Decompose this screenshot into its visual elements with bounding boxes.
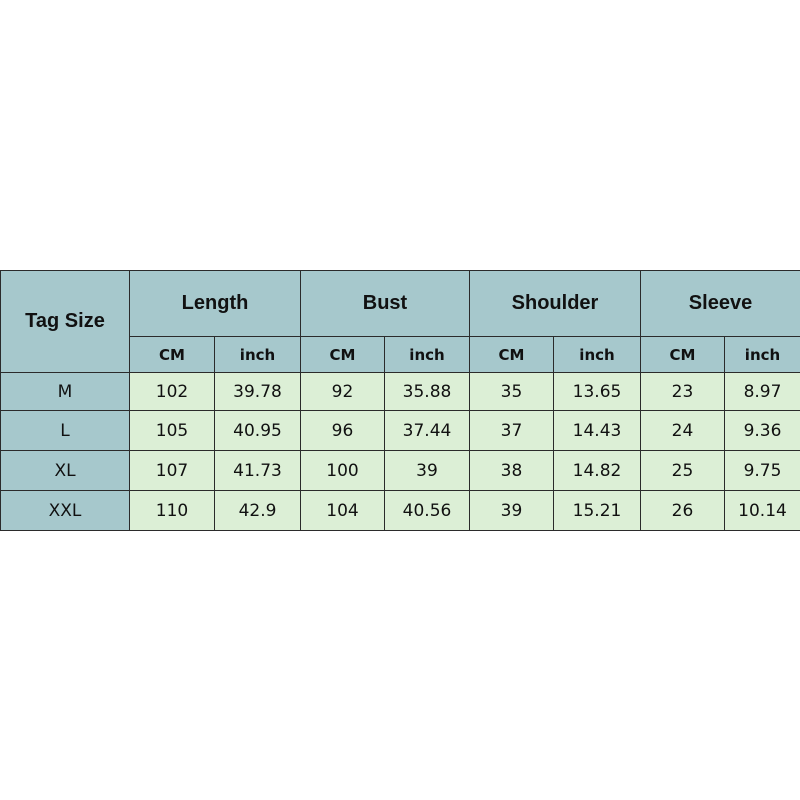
tag-size: XXL (0, 490, 130, 531)
measurement: 96 (300, 410, 385, 451)
unit-header: inch (553, 336, 641, 373)
measurement: 39 (469, 490, 554, 531)
measurement: 35.88 (384, 372, 470, 411)
unit-header: CM (640, 336, 725, 373)
measurement: 10.14 (724, 490, 800, 531)
measurement: 14.82 (553, 450, 641, 491)
tag-size: L (0, 410, 130, 451)
measurement: 39.78 (214, 372, 301, 411)
measurement: 104 (300, 490, 385, 531)
group-header: Sleeve (640, 270, 800, 337)
measurement: 102 (129, 372, 215, 411)
measurement: 40.56 (384, 490, 470, 531)
measurement: 110 (129, 490, 215, 531)
measurement: 9.75 (724, 450, 800, 491)
measurement: 25 (640, 450, 725, 491)
measurement: 100 (300, 450, 385, 491)
measurement: 42.9 (214, 490, 301, 531)
group-header: Bust (300, 270, 470, 337)
unit-header: inch (384, 336, 470, 373)
tag-size: M (0, 372, 130, 411)
measurement: 13.65 (553, 372, 641, 411)
measurement: 15.21 (553, 490, 641, 531)
measurement: 9.36 (724, 410, 800, 451)
unit-header: inch (214, 336, 301, 373)
unit-header: inch (724, 336, 800, 373)
measurement: 23 (640, 372, 725, 411)
measurement: 41.73 (214, 450, 301, 491)
unit-header: CM (300, 336, 385, 373)
measurement: 38 (469, 450, 554, 491)
group-header: Shoulder (469, 270, 641, 337)
measurement: 37 (469, 410, 554, 451)
measurement: 107 (129, 450, 215, 491)
measurement: 8.97 (724, 372, 800, 411)
tag-size: XL (0, 450, 130, 491)
measurement: 40.95 (214, 410, 301, 451)
unit-header: CM (129, 336, 215, 373)
measurement: 37.44 (384, 410, 470, 451)
measurement: 14.43 (553, 410, 641, 451)
measurement: 39 (384, 450, 470, 491)
measurement: 24 (640, 410, 725, 451)
measurement: 35 (469, 372, 554, 411)
measurement: 26 (640, 490, 725, 531)
measurement: 92 (300, 372, 385, 411)
group-header: Length (129, 270, 301, 337)
measurement: 105 (129, 410, 215, 451)
corner-header: Tag Size (0, 270, 130, 373)
unit-header: CM (469, 336, 554, 373)
